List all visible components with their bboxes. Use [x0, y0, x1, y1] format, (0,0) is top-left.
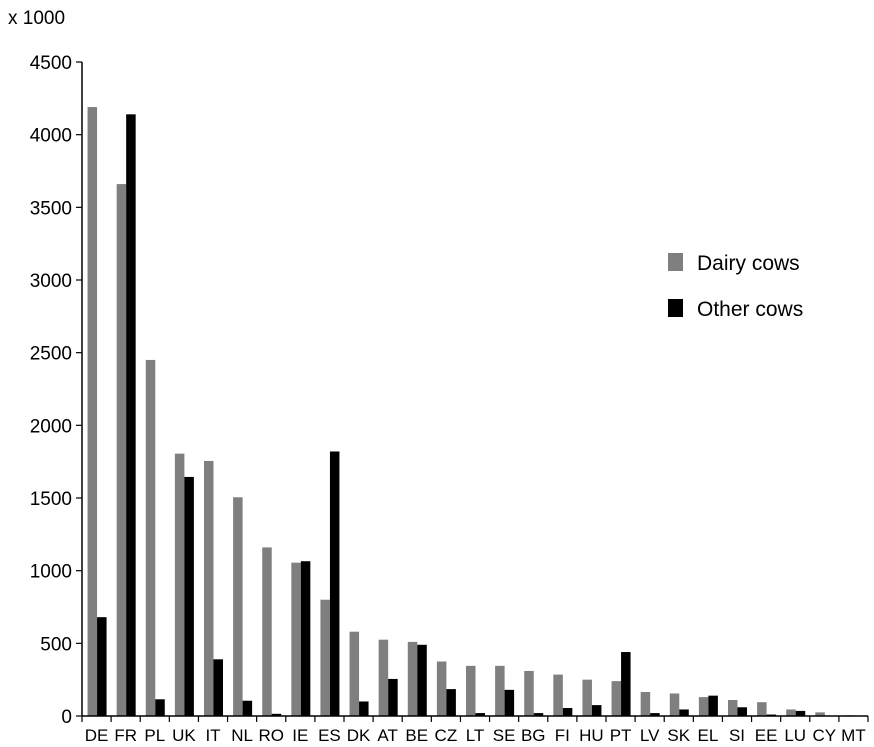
x-axis-labels: DE FR PL UK IT NL RO IE ES DK AT BE CZ LT SE BG FI HU PT LV… — [85, 726, 866, 745]
x-category-label: EL — [697, 726, 718, 745]
bar-dairy-cows-uk — [174, 453, 185, 716]
x-category-label: ES — [318, 726, 341, 745]
legend-swatch-other-cows — [668, 299, 683, 317]
bar-dairy-cows-pl — [145, 359, 156, 716]
bar-other-cows-el — [708, 695, 718, 716]
y-axis-unit-label: x 1000 — [8, 8, 65, 29]
y-tick-label: 4000 — [30, 126, 72, 147]
legend-label-dairy-cows: Dairy cows — [697, 252, 800, 275]
bar-other-cows-bg — [533, 713, 544, 716]
x-category-label: FI — [555, 726, 570, 745]
bar-other-cows-lu — [795, 710, 806, 716]
x-category-label: PT — [610, 726, 632, 745]
legend-swatch-dairy-cows — [668, 253, 683, 271]
y-tick-label: 1000 — [30, 562, 72, 583]
bar-other-cows-fr — [126, 114, 136, 716]
bar-dairy-cows-cy — [815, 712, 825, 716]
axes — [81, 62, 869, 722]
bar-other-cows-fi — [562, 708, 573, 716]
x-category-label: AT — [377, 726, 397, 745]
bar-dairy-cows-ie — [291, 562, 301, 716]
bar-other-cows-si — [737, 707, 747, 716]
x-category-label: LU — [784, 726, 806, 745]
bar-dairy-cows-cz — [436, 661, 447, 716]
x-category-label: LV — [640, 726, 660, 745]
bar-dairy-cows-si — [728, 700, 738, 716]
x-category-label: SK — [667, 726, 690, 745]
bar-dairy-cows-de — [87, 107, 98, 717]
bar-dairy-cows-ro — [262, 547, 272, 716]
x-category-label: DK — [347, 726, 371, 745]
bar-dairy-cows-sk — [669, 693, 680, 716]
bar-dairy-cows-hu — [582, 679, 592, 716]
x-category-label: NL — [231, 726, 253, 745]
x-category-label: CY — [813, 726, 837, 745]
bar-dairy-cows-es — [320, 599, 330, 716]
bar-dairy-cows-it — [204, 460, 214, 716]
bar-dairy-cows-be — [407, 641, 418, 716]
bar-other-cows-se — [504, 689, 515, 716]
y-tick-label: 3000 — [30, 271, 72, 292]
x-category-label: CZ — [435, 726, 458, 745]
y-tick-label: 2000 — [30, 416, 72, 437]
x-category-label: FR — [114, 726, 137, 745]
x-category-label: UK — [172, 726, 196, 745]
bar-other-cows-at — [388, 678, 398, 716]
y-tick-label: 0 — [61, 707, 72, 728]
x-category-label: SE — [493, 726, 516, 745]
y-tick-label: 2500 — [30, 344, 72, 365]
bar-other-cows-uk — [184, 476, 194, 716]
x-category-label: IT — [205, 726, 220, 745]
legend-label-other-cows: Other cows — [697, 298, 803, 321]
bar-dairy-cows-lv — [640, 692, 651, 716]
bar-dairy-cows-bg — [524, 670, 534, 716]
y-tick-label: 1500 — [30, 489, 72, 510]
bar-other-cows-be — [417, 644, 427, 716]
bar-other-cows-de — [97, 617, 107, 716]
x-category-label: IE — [292, 726, 308, 745]
y-tick-label: 4500 — [30, 53, 72, 74]
x-category-label: MT — [841, 726, 866, 745]
bar-dairy-cows-fr — [116, 184, 127, 716]
bar-other-cows-pl — [155, 699, 165, 716]
bar-other-cows-lt — [475, 713, 485, 716]
bar-other-cows-cz — [446, 689, 456, 716]
bar-other-cows-lv — [650, 713, 660, 716]
bars-group — [87, 107, 854, 717]
x-category-label: DE — [85, 726, 109, 745]
bar-dairy-cows-at — [378, 639, 389, 716]
bar-dairy-cows-fi — [553, 674, 563, 716]
y-tick-label: 500 — [40, 634, 72, 655]
x-category-label: BE — [405, 726, 428, 745]
bar-other-cows-ro — [271, 713, 282, 716]
bar-other-cows-nl — [242, 700, 253, 716]
y-axis-ticks: 0 500 1000 1500 2000 2500 3000 3500 4000 4500 — [30, 53, 82, 728]
x-category-label: LT — [466, 726, 485, 745]
bar-other-cows-ie — [300, 561, 311, 716]
x-category-label: BG — [521, 726, 546, 745]
x-category-label: EE — [755, 726, 778, 745]
bar-other-cows-it — [213, 659, 223, 716]
x-category-label: RO — [258, 726, 284, 745]
bar-dairy-cows-se — [495, 665, 505, 716]
bar-other-cows-sk — [679, 709, 689, 716]
bar-dairy-cows-el — [698, 697, 709, 716]
bar-dairy-cows-nl — [233, 497, 243, 716]
bar-other-cows-es — [329, 451, 340, 716]
x-category-label: PL — [144, 726, 165, 745]
bar-other-cows-hu — [591, 705, 602, 716]
x-category-label: HU — [579, 726, 604, 745]
bar-other-cows-pt — [621, 652, 631, 716]
x-category-label: SI — [729, 726, 745, 745]
bar-other-cows-dk — [359, 701, 369, 716]
y-tick-label: 3500 — [30, 198, 72, 219]
bar-dairy-cows-ee — [757, 702, 767, 716]
bar-dairy-cows-lt — [466, 665, 476, 716]
bar-dairy-cows-lu — [786, 709, 796, 716]
bar-dairy-cows-dk — [349, 631, 360, 716]
bar-dairy-cows-pt — [611, 681, 622, 716]
legend: Dairy cows Other cows — [668, 252, 803, 321]
